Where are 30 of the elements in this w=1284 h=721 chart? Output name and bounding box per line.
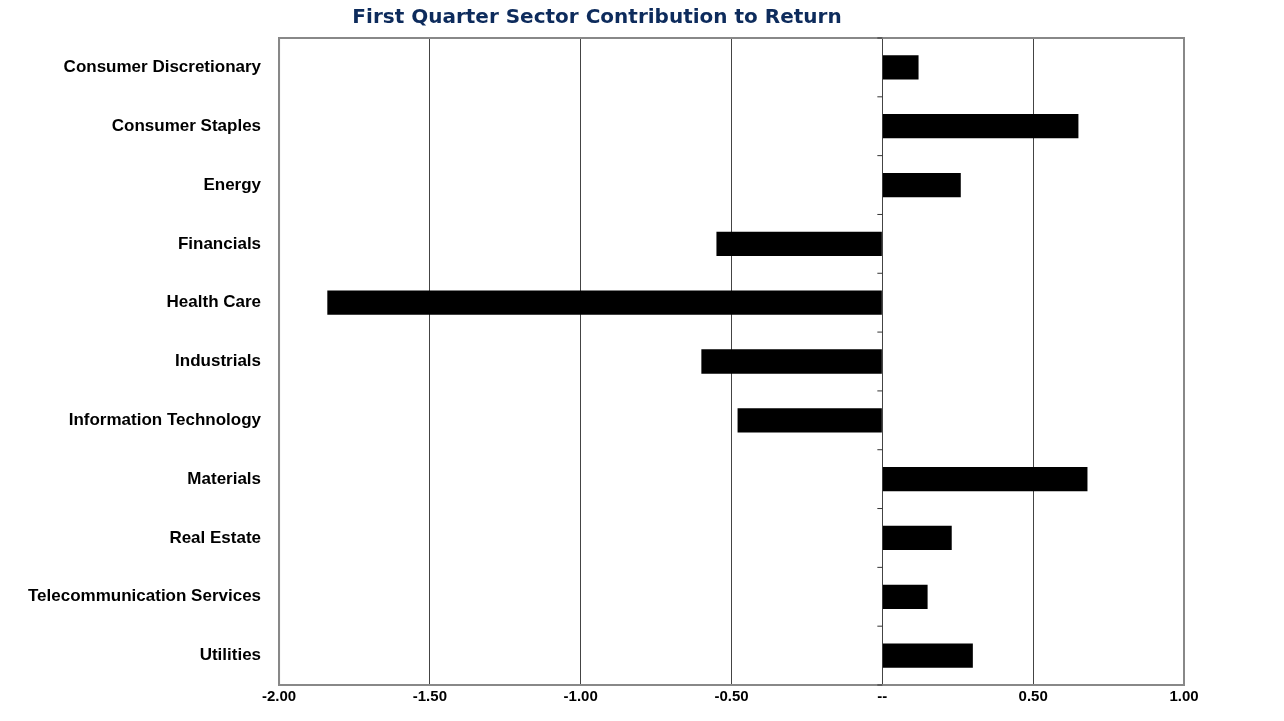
bar — [882, 172, 961, 198]
x-tick-label: -1.50 — [412, 687, 447, 705]
bar — [882, 55, 919, 80]
x-tick-label: -- — [877, 687, 888, 705]
x-tick-label: -2.00 — [261, 687, 297, 705]
bar — [701, 349, 882, 374]
y-tick-label: Real Estate — [169, 527, 262, 547]
y-tick-label: Health Care — [166, 292, 262, 312]
x-tick-label: 0.50 — [1018, 687, 1048, 705]
y-tick-label: Energy — [203, 174, 262, 194]
bar — [882, 114, 1079, 139]
bar — [882, 643, 973, 668]
y-tick-label: Consumer Discretionary — [63, 57, 262, 77]
y-tick-label: Consumer Staples — [111, 115, 262, 135]
x-tick-label: 1.00 — [1169, 687, 1199, 705]
bar — [882, 467, 1088, 492]
bar — [716, 231, 882, 256]
y-tick-label: Information Technology — [68, 410, 262, 430]
x-tick-label: -1.00 — [563, 687, 598, 705]
y-tick-label: Industrials — [175, 351, 262, 371]
y-tick-label: Utilities — [199, 645, 262, 665]
y-tick-label: Financials — [177, 233, 262, 253]
chart-title: First Quarter Sector Contribution to Return — [352, 4, 842, 29]
x-tick-label: -0.50 — [714, 687, 749, 705]
bar — [327, 290, 882, 315]
y-tick-label: Materials — [187, 468, 262, 488]
y-tick-label: Telecommunication Services — [27, 586, 262, 606]
bar — [737, 408, 882, 433]
bar — [882, 525, 952, 551]
bar — [882, 584, 928, 609]
